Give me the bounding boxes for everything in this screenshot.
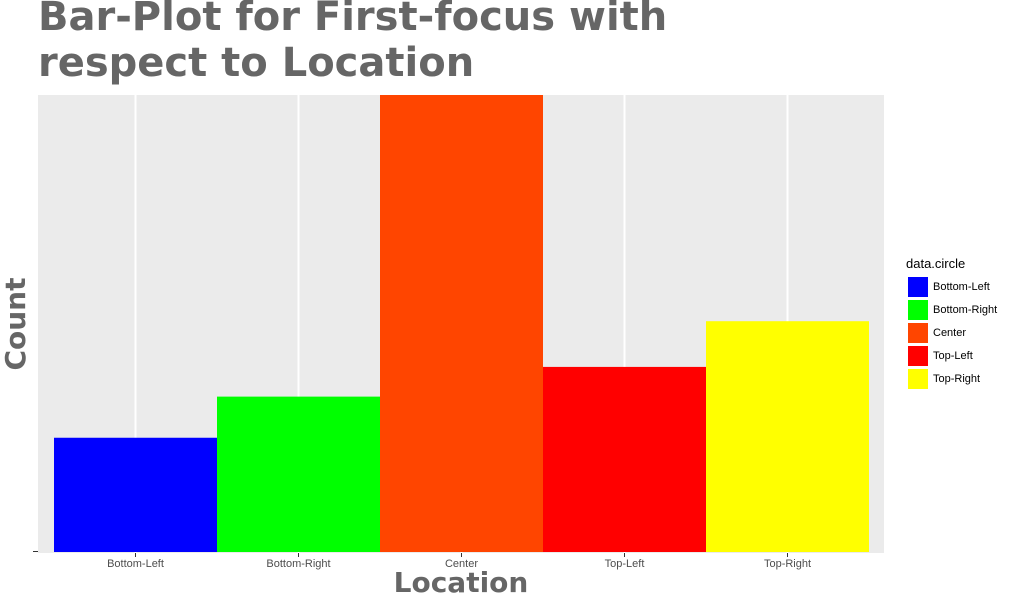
- bar-bottom-right: [217, 396, 380, 552]
- chart-title: Bar-Plot for First-focus with respect to…: [38, 0, 668, 86]
- legend-item: Center: [906, 321, 1016, 344]
- legend-swatch: [908, 322, 928, 343]
- legend: data.circle Bottom-Left Bottom-Right Cen…: [906, 255, 1016, 390]
- bar-top-left: [543, 366, 706, 552]
- legend-label: Top-Right: [933, 372, 981, 385]
- legend-title: data.circle: [906, 256, 966, 271]
- y-axis-tick: [33, 551, 38, 552]
- legend-item: Bottom-Left: [906, 275, 1016, 298]
- x-tick-label: Bottom-Left: [107, 558, 164, 570]
- legend-swatch: [908, 368, 928, 389]
- x-tick-label: Center: [445, 558, 478, 570]
- legend-label: Center: [933, 326, 967, 339]
- legend-item: Top-Left: [906, 344, 1016, 367]
- x-tick-label: Top-Left: [605, 558, 645, 570]
- legend-swatch: [908, 276, 928, 297]
- bar-center: [380, 95, 543, 552]
- x-axis-title: Location: [393, 566, 529, 599]
- bar-bottom-left: [54, 437, 217, 552]
- bar-top-right: [706, 321, 869, 552]
- x-tick-label: Bottom-Right: [266, 558, 330, 570]
- x-tick-label: Top-Right: [764, 558, 811, 570]
- legend-item: Bottom-Right: [906, 298, 1016, 321]
- legend-swatch: [908, 345, 928, 366]
- legend-swatch: [908, 299, 928, 320]
- legend-item: Top-Right: [906, 367, 1016, 390]
- legend-label: Top-Left: [933, 349, 973, 362]
- legend-label: Bottom-Left: [933, 280, 990, 293]
- legend-label: Bottom-Right: [933, 303, 998, 316]
